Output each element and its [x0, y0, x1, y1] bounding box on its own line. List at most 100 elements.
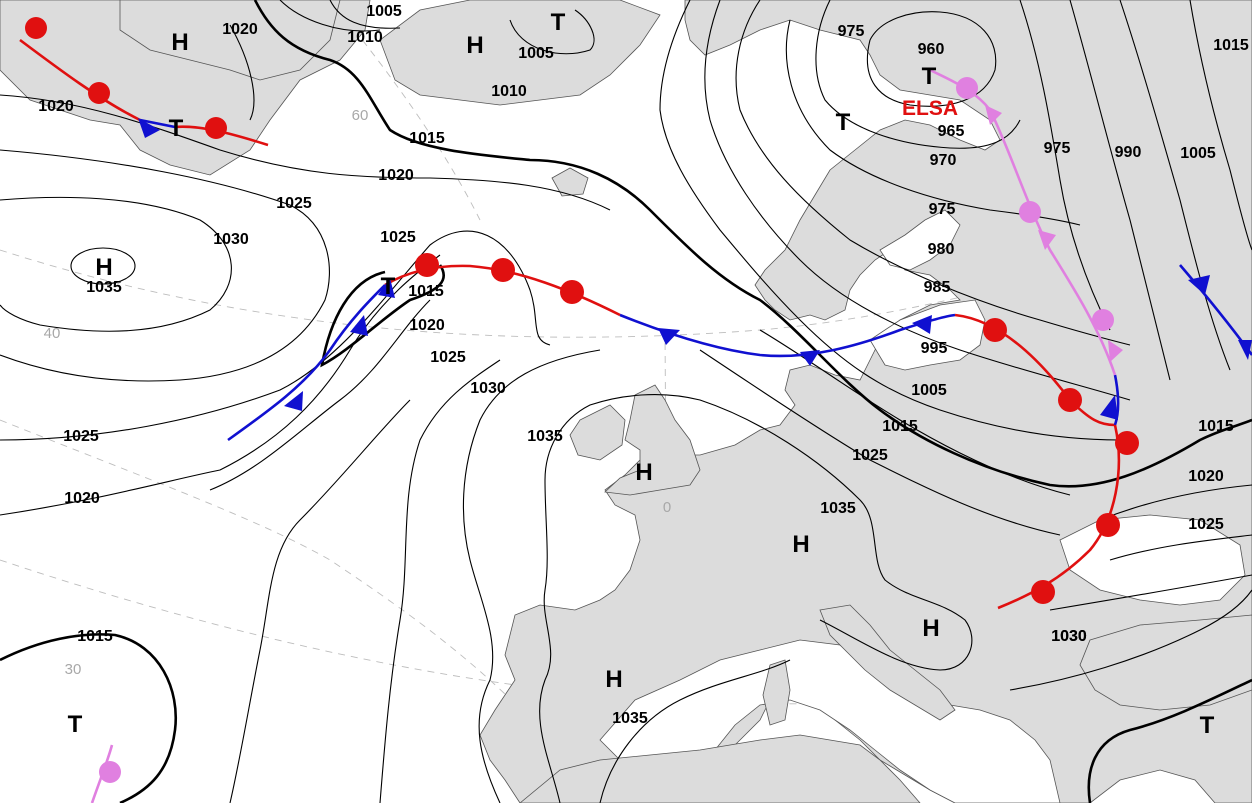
isobar: [209, 299, 431, 491]
isobar-1015-low: [320, 264, 446, 368]
isobar-label: 1020: [378, 167, 414, 184]
isobar-label: 1035: [527, 428, 563, 445]
isobar: [699, 349, 1061, 536]
isobar-label: 990: [1115, 144, 1142, 161]
isobar-label: 1015: [1198, 418, 1234, 435]
low-pressure-center: T: [836, 109, 851, 136]
isobar: [229, 24, 255, 121]
ireland-landmass: [569, 404, 626, 461]
isobar: [279, 0, 381, 32]
isobar-label: 970: [930, 152, 957, 169]
isobar-label: 1030: [470, 380, 506, 397]
isobar-1015: [253, 0, 1252, 488]
isobar-label: 1030: [1051, 628, 1087, 645]
isobar: [599, 659, 791, 803]
isobar: [0, 94, 611, 211]
isobar: [735, 0, 1131, 346]
high-pressure-center: H: [171, 29, 188, 56]
isobar: [329, 0, 401, 29]
baltic-sea: [869, 299, 986, 371]
isobar-high-1035: [70, 247, 136, 285]
isobar: [1069, 0, 1171, 381]
isobar: [1049, 574, 1252, 611]
isobar-label: 960: [918, 41, 945, 58]
isobar: [509, 9, 595, 55]
isobar-label: 1015: [77, 628, 113, 645]
isobar: [1099, 484, 1252, 521]
isobar-label: 980: [928, 241, 955, 258]
isobar-label: 1020: [64, 490, 100, 507]
high-pressure-center: H: [922, 615, 939, 642]
isobar-label: 1025: [852, 447, 888, 464]
isobar-label: 1025: [63, 428, 99, 445]
isobar-label: 1035: [820, 500, 856, 517]
isobar-label: 1025: [1188, 516, 1224, 533]
isobar-label: 1030: [1051, 628, 1087, 645]
isobar: [659, 0, 1121, 441]
isobar-label: 1035: [612, 710, 648, 727]
isobar-label: 1005: [518, 45, 554, 62]
low-pressure-center: T: [68, 711, 83, 738]
isobar: [815, 0, 1021, 149]
isobar-label: 1025: [276, 195, 312, 212]
isobar-label: 1025: [380, 229, 416, 246]
isobar: [1109, 534, 1252, 561]
isobar-label: 1015: [882, 418, 918, 435]
isobar-label: 975: [838, 23, 865, 40]
isobar-1015-low: [0, 633, 178, 803]
faroe-islands: [551, 167, 589, 197]
isobar: [1189, 0, 1252, 251]
warm-front-symbols: [25, 17, 1139, 604]
grid-labels: 60 40 30 0: [44, 107, 672, 678]
low-pressure-center: T: [169, 115, 184, 142]
isobar-label: 1010: [347, 29, 383, 46]
black-sea: [1059, 514, 1246, 606]
cold-front-atlantic: [227, 284, 386, 442]
isobar-label: 1015: [409, 130, 445, 147]
isobar-labels: 1005 1010 1020 1005 1010 975 960 965 970…: [38, 3, 1249, 727]
storm-name-label: ELSA: [902, 97, 958, 120]
occluded-front-symbols: [99, 77, 1123, 783]
isobar-label: 1015: [408, 283, 444, 300]
isobar: [866, 11, 997, 107]
isobar-label: 1005: [911, 382, 947, 399]
gulf-of-bothnia: [879, 209, 961, 271]
greenland-east-landmass: [119, 0, 341, 81]
isobar-label: 1030: [213, 231, 249, 248]
low-pressure-center: T: [381, 273, 396, 300]
isobar: [0, 196, 232, 332]
isobar-label: 1010: [491, 83, 527, 100]
north-africa-landmass: [519, 734, 921, 803]
high-pressure-center: H: [605, 666, 622, 693]
warm-front-south-russia: [997, 424, 1121, 610]
isobar-label: 975: [929, 201, 956, 218]
high-pressure-center: H: [792, 531, 809, 558]
low-pressure-center-elsa: T: [922, 63, 937, 90]
isobar-1015: [1087, 678, 1252, 803]
isobar-label: 995: [921, 340, 948, 357]
isobar-label: 1020: [38, 98, 74, 115]
isobar-label: 1015: [1213, 37, 1249, 54]
isobar: [462, 349, 601, 803]
isobar: [1119, 0, 1231, 371]
isobar-label: 1020: [409, 317, 445, 334]
isobar: [229, 399, 411, 803]
isobar-label: 1020: [1188, 468, 1224, 485]
isobar: [704, 0, 1131, 401]
high-pressure-center: H: [635, 459, 652, 486]
cold-front-eastern-europe: [1113, 374, 1120, 426]
isobar-label: 1005: [366, 3, 402, 20]
italy-landmass: [819, 604, 956, 721]
high-pressure-center: H: [466, 32, 483, 59]
pressure-centers: H H T T T T H T H H H H T T: [68, 9, 1215, 739]
anatolia-landmass: [1079, 614, 1252, 711]
isobar-label: 1005: [1180, 145, 1216, 162]
meridian-label: 0: [663, 499, 671, 516]
low-pressure-center: T: [1200, 712, 1215, 739]
isobar-label: 1035: [86, 279, 122, 296]
isobar-label: 1025: [430, 349, 466, 366]
isobar: [1019, 0, 1111, 331]
